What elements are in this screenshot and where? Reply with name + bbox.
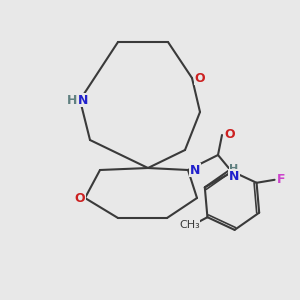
Text: O: O xyxy=(75,191,85,205)
Text: N: N xyxy=(190,164,200,176)
Text: O: O xyxy=(195,71,205,85)
Text: CH₃: CH₃ xyxy=(179,220,200,230)
Text: F: F xyxy=(277,173,286,186)
Text: O: O xyxy=(225,128,235,142)
Text: H: H xyxy=(67,94,77,106)
Text: N: N xyxy=(78,94,88,106)
Text: N: N xyxy=(229,169,239,182)
Text: H: H xyxy=(230,164,238,174)
